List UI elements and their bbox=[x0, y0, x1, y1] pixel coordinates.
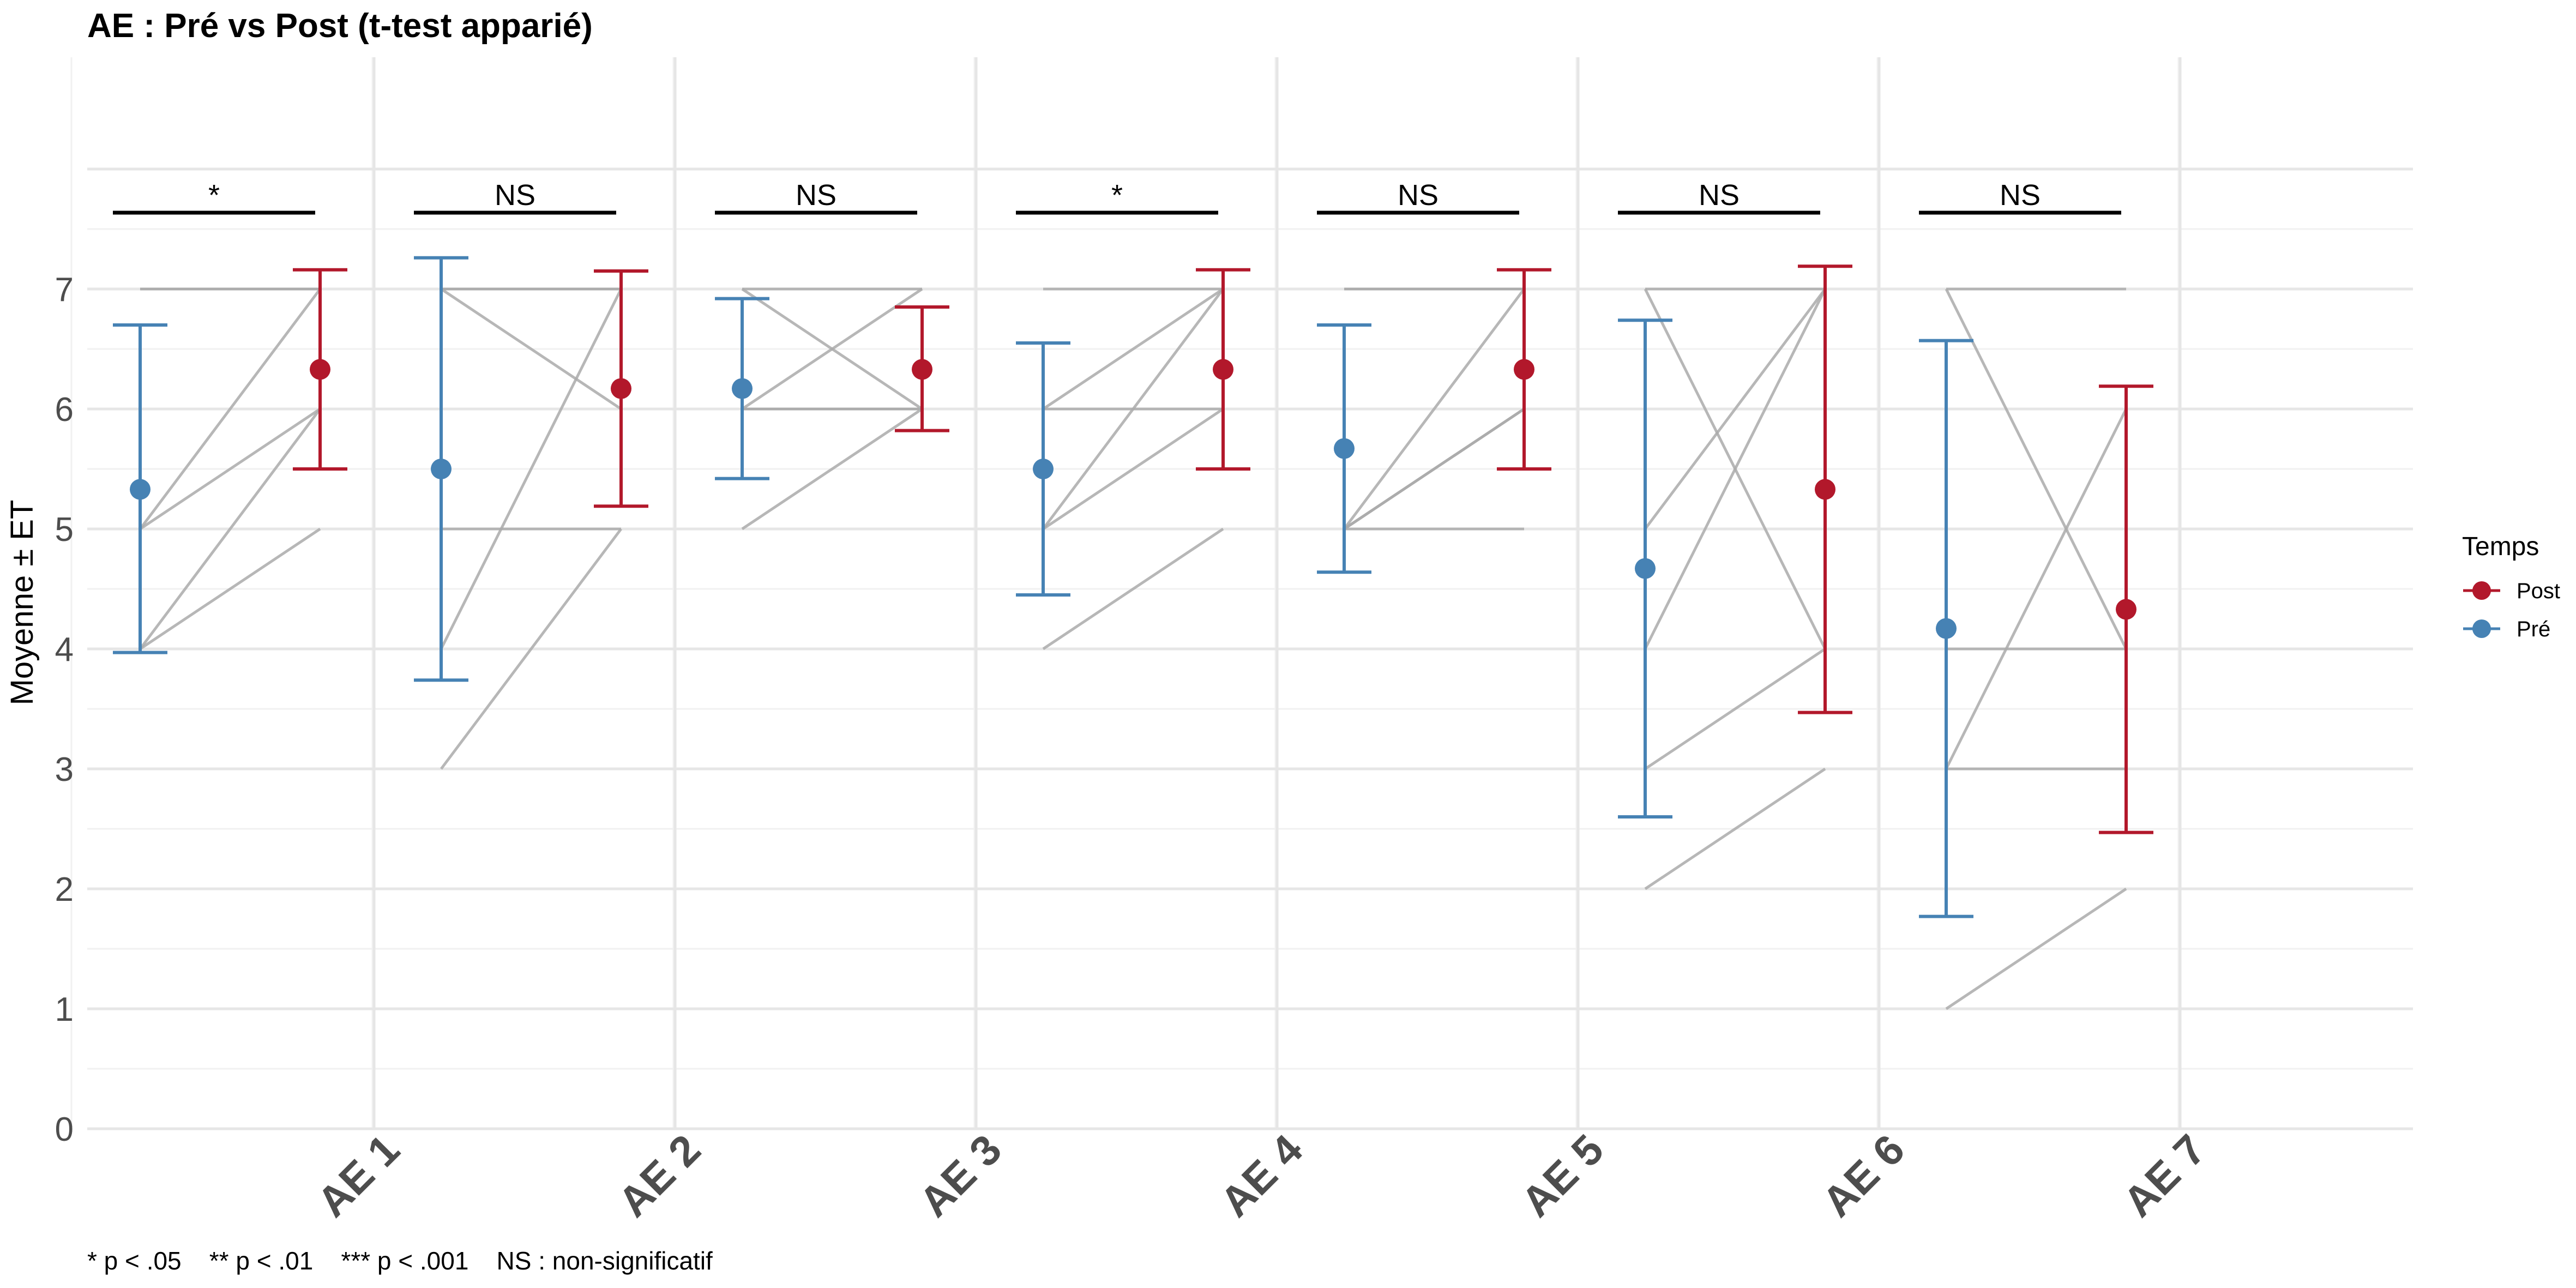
individual-line bbox=[1945, 408, 2128, 770]
x-tick-label: AE 6 bbox=[1813, 1125, 1913, 1226]
individual-line bbox=[1945, 288, 2128, 650]
mean-point-pre bbox=[1033, 459, 1054, 479]
individual-line bbox=[440, 528, 622, 770]
legend-item-post: Post bbox=[2462, 571, 2560, 610]
mean-point-pre bbox=[130, 479, 151, 500]
individual-line bbox=[1042, 527, 1224, 651]
major-gridlines bbox=[87, 57, 2413, 1130]
x-tick-label: AE 7 bbox=[2114, 1125, 2214, 1226]
significance-label: NS bbox=[1398, 179, 1439, 212]
y-tick-label: 3 bbox=[55, 751, 74, 789]
significance-caption: * p < .05 ** p < .01 *** p < .001 NS : n… bbox=[87, 1247, 713, 1275]
individual-line bbox=[1343, 288, 1525, 530]
individual-line bbox=[139, 288, 321, 530]
minor-gridlines bbox=[70, 57, 2413, 1129]
x-tick-label: AE 2 bbox=[609, 1125, 709, 1226]
individual-line bbox=[741, 407, 923, 531]
individual-line bbox=[1042, 287, 1224, 411]
individual-line bbox=[1042, 407, 1224, 531]
individual-line bbox=[440, 287, 622, 411]
individual-line bbox=[440, 288, 623, 650]
individual-line bbox=[1042, 288, 1224, 530]
mean-point-post bbox=[1213, 359, 1233, 380]
individual-line bbox=[1945, 887, 2127, 1010]
x-tick-label: AE 4 bbox=[1211, 1125, 1311, 1226]
legend-key-post bbox=[2463, 581, 2500, 600]
y-tick-label: 5 bbox=[55, 511, 74, 549]
y-axis: 0 1 2 3 4 5 6 7 bbox=[55, 271, 74, 1148]
mean-points bbox=[130, 359, 2136, 639]
individual-line bbox=[1644, 288, 1827, 650]
x-axis: AE 1 AE 2 AE 3 AE 4 AE 5 AE 6 AE 7 bbox=[308, 1125, 2214, 1226]
mean-point-pre bbox=[1635, 558, 1656, 579]
legend-label-pre: Pré bbox=[2517, 617, 2551, 641]
significance-annotations: * NS NS * NS NS NS bbox=[113, 179, 2121, 215]
y-tick-label: 6 bbox=[55, 391, 74, 429]
mean-point-post bbox=[310, 359, 330, 380]
y-tick-label: 7 bbox=[55, 271, 74, 309]
individual-line bbox=[139, 408, 321, 650]
mean-point-pre bbox=[1334, 438, 1355, 459]
individual-line bbox=[741, 287, 923, 411]
individual-line bbox=[139, 527, 321, 651]
significance-label: * bbox=[1111, 179, 1123, 212]
significance-label: NS bbox=[495, 179, 535, 212]
mean-point-post bbox=[1815, 479, 1835, 500]
legend-item-pre: Pré bbox=[2462, 610, 2550, 648]
x-tick-label: AE 5 bbox=[1512, 1125, 1612, 1226]
legend-key-pre bbox=[2463, 619, 2500, 638]
mean-point-post bbox=[1514, 359, 1534, 380]
individual-line bbox=[1343, 407, 1525, 531]
error-bars bbox=[113, 256, 2153, 918]
individual-line bbox=[1644, 647, 1826, 771]
legend-title: Temps bbox=[2462, 532, 2539, 561]
y-tick-label: 1 bbox=[55, 991, 74, 1028]
x-tick-label: AE 3 bbox=[910, 1125, 1010, 1226]
legend-label-post: Post bbox=[2517, 579, 2561, 603]
individual-line bbox=[1644, 288, 1826, 530]
mean-point-post bbox=[912, 359, 932, 380]
significance-label: * bbox=[208, 179, 220, 212]
y-tick-label: 0 bbox=[55, 1111, 74, 1148]
y-tick-label: 4 bbox=[55, 631, 74, 669]
chart-title: AE : Pré vs Post (t-test apparié) bbox=[87, 7, 593, 45]
significance-label: NS bbox=[2000, 179, 2041, 212]
individual-lines bbox=[139, 287, 2128, 1010]
mean-point-post bbox=[2116, 599, 2136, 620]
legend: Temps Post Pré bbox=[2462, 532, 2560, 648]
individual-line bbox=[1644, 767, 1826, 890]
x-tick-label: AE 1 bbox=[308, 1125, 408, 1226]
mean-point-pre bbox=[732, 378, 753, 399]
mean-point-pre bbox=[1936, 618, 1957, 639]
y-tick-label: 2 bbox=[55, 871, 74, 908]
significance-label: NS bbox=[796, 179, 836, 212]
y-axis-label: Moyenne ± ET bbox=[4, 500, 40, 706]
individual-line bbox=[139, 407, 321, 531]
significance-label: NS bbox=[1699, 179, 1740, 212]
mean-point-pre bbox=[431, 459, 452, 479]
mean-point-post bbox=[611, 378, 631, 399]
